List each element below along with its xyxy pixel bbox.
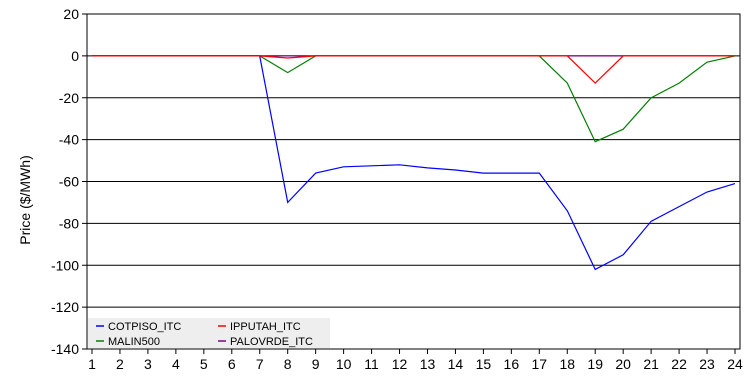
- x-tick-label: 7: [256, 356, 264, 372]
- legend-label-malin500: MALIN500: [108, 336, 160, 348]
- x-tick-label: 2: [116, 356, 124, 372]
- x-tick-label: 1: [88, 356, 96, 372]
- plot-frame: [86, 13, 741, 350]
- x-tick-label: 6: [228, 356, 236, 372]
- x-tick-label: 9: [312, 356, 320, 372]
- x-tick-label: 16: [504, 356, 520, 372]
- series-lines: [92, 55, 736, 271]
- series-line-ipputah-itc: [92, 55, 735, 84]
- x-tick-label: 18: [559, 356, 575, 372]
- y-tick-labels: 20 0 -20 -40 -60 -80 -100 -120 -140: [51, 6, 87, 357]
- x-tick-label: 14: [448, 356, 464, 372]
- legend: COTPISO_ITC IPPUTAH_ITC MALIN500 PALOVRDE_I…: [88, 318, 330, 348]
- y-tick-label: -120: [51, 299, 79, 315]
- x-tick-label: 5: [200, 356, 208, 372]
- legend-label-ipputah-itc: IPPUTAH_ITC: [230, 321, 301, 333]
- x-tick-label: 13: [420, 356, 436, 372]
- x-tick-label: 4: [172, 356, 180, 372]
- x-tick-label: 10: [336, 356, 352, 372]
- y-axis-label: Price ($/MWh): [17, 155, 33, 244]
- y-tick-label: -100: [51, 257, 79, 273]
- x-tick-labels: 1 2 3 4 5 6 7 8 9 10 11 12 13 14 15 16 17 18 19 20 21 22 23 24: [88, 349, 743, 372]
- y-tick-label: -20: [59, 90, 79, 106]
- x-tick-label: 21: [643, 356, 659, 372]
- x-tick-label: 20: [615, 356, 631, 372]
- legend-label-palovrde-itc: PALOVRDE_ITC: [230, 336, 313, 348]
- x-tick-label: 3: [144, 356, 152, 372]
- grid-lines: [87, 55, 740, 308]
- legend-label-cotpiso-itc: COTPISO_ITC: [108, 321, 181, 333]
- y-tick-label: -60: [59, 174, 79, 190]
- x-tick-label: 12: [392, 356, 408, 372]
- x-tick-label: 17: [532, 356, 548, 372]
- y-tick-label: 20: [63, 6, 79, 22]
- y-tick-label: -140: [51, 341, 79, 357]
- x-tick-label: 11: [364, 356, 379, 372]
- x-tick-label: 22: [671, 356, 687, 372]
- series-line-malin500: [92, 55, 736, 143]
- x-tick-label: 19: [587, 356, 603, 372]
- y-tick-label: 0: [71, 48, 79, 64]
- x-tick-label: 24: [727, 356, 743, 372]
- y-tick-label: -40: [59, 132, 79, 148]
- x-tick-label: 8: [284, 356, 292, 372]
- series-line-cotpiso-itc: [92, 55, 736, 271]
- y-tick-label: -80: [59, 215, 79, 231]
- x-tick-label: 15: [476, 356, 492, 372]
- legend-box: [88, 318, 330, 348]
- x-tick-label: 23: [699, 356, 715, 372]
